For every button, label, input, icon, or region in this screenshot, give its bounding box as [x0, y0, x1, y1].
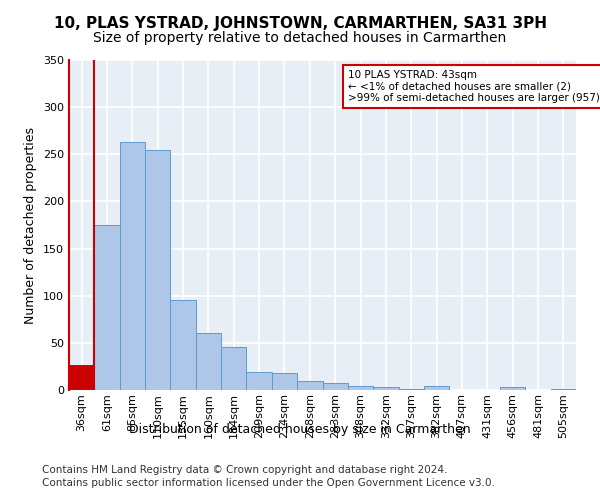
- Y-axis label: Number of detached properties: Number of detached properties: [25, 126, 37, 324]
- Text: 10, PLAS YSTRAD, JOHNSTOWN, CARMARTHEN, SA31 3PH: 10, PLAS YSTRAD, JOHNSTOWN, CARMARTHEN, …: [53, 16, 547, 31]
- Bar: [348, 386, 373, 390]
- Bar: [500, 387, 526, 390]
- Bar: [69, 364, 94, 390]
- Bar: [373, 387, 398, 390]
- Bar: [272, 373, 297, 390]
- Bar: [120, 142, 145, 390]
- Bar: [196, 334, 221, 390]
- Text: Distribution of detached houses by size in Carmarthen: Distribution of detached houses by size …: [129, 422, 471, 436]
- Bar: [247, 372, 272, 390]
- Bar: [221, 346, 247, 390]
- Text: Contains public sector information licensed under the Open Government Licence v3: Contains public sector information licen…: [42, 478, 495, 488]
- Text: 10 PLAS YSTRAD: 43sqm
← <1% of detached houses are smaller (2)
>99% of semi-deta: 10 PLAS YSTRAD: 43sqm ← <1% of detached …: [348, 70, 600, 103]
- Bar: [297, 380, 323, 390]
- Bar: [398, 389, 424, 390]
- Text: Size of property relative to detached houses in Carmarthen: Size of property relative to detached ho…: [94, 31, 506, 45]
- Text: Contains HM Land Registry data © Crown copyright and database right 2024.: Contains HM Land Registry data © Crown c…: [42, 465, 448, 475]
- Bar: [94, 225, 119, 390]
- Bar: [424, 386, 449, 390]
- Bar: [170, 300, 196, 390]
- Bar: [551, 389, 576, 390]
- Bar: [145, 150, 170, 390]
- Bar: [323, 384, 348, 390]
